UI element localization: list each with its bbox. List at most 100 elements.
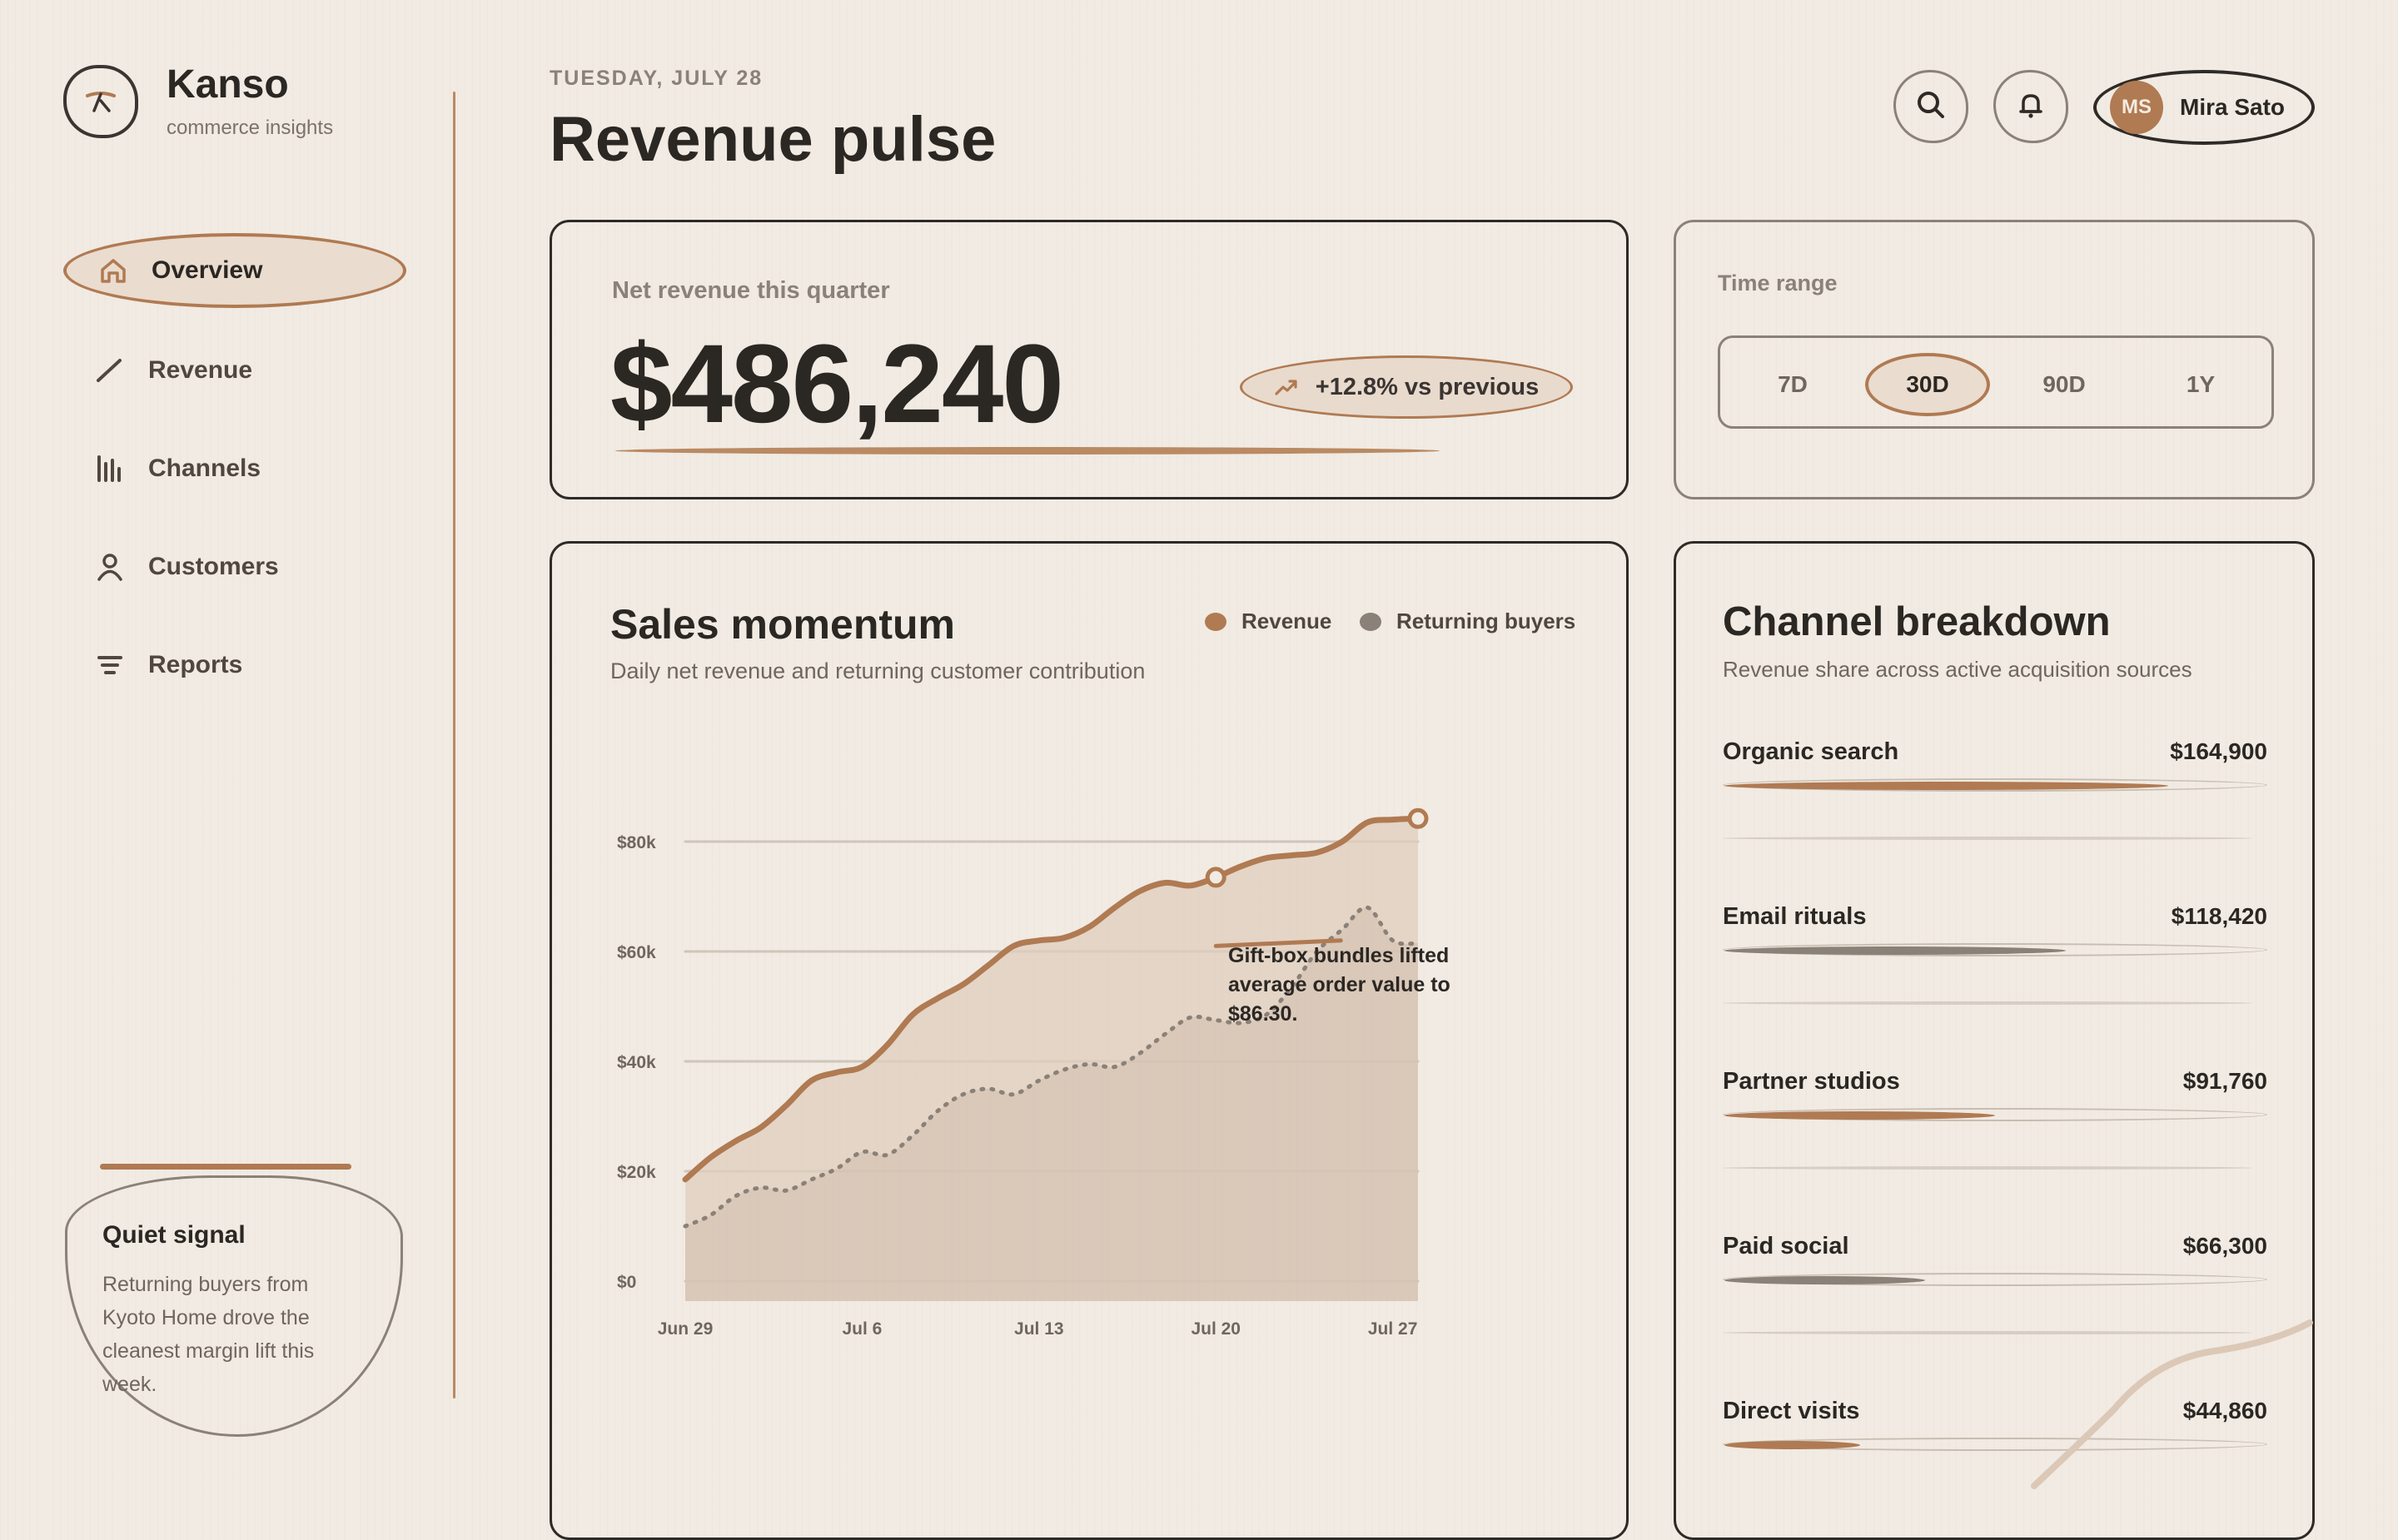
revenue-line bbox=[682, 815, 1421, 1183]
channel-bar-fill bbox=[1724, 1111, 1995, 1120]
sidebar-item-label: Customers bbox=[148, 553, 279, 580]
channel-value: $66,300 bbox=[2182, 1233, 2267, 1259]
legend-swatch-revenue bbox=[1205, 612, 1226, 631]
annotation-stroke bbox=[1213, 938, 1343, 948]
time-range-label: Time range bbox=[1718, 271, 1838, 296]
channel-breakdown-title: Channel breakdown bbox=[1723, 599, 2111, 644]
revenue-marker bbox=[1407, 807, 1429, 829]
time-range-1y[interactable]: 1Y bbox=[2186, 371, 2216, 397]
user-menu[interactable]: MS Mira Sato bbox=[2093, 70, 2315, 145]
sidebar-divider bbox=[453, 92, 455, 1398]
search-icon bbox=[1914, 88, 1948, 126]
list-icon bbox=[93, 648, 127, 682]
search-button[interactable] bbox=[1893, 70, 1968, 143]
brand-tagline: commerce insights bbox=[167, 117, 334, 139]
channel-row[interactable]: Organic search $164,900 bbox=[1723, 738, 2267, 863]
channel-row[interactable]: Paid social $66,300 bbox=[1723, 1233, 2267, 1358]
revenue-delta-badge: +12.8% vs previous bbox=[1240, 355, 1573, 419]
channel-name: Email rituals bbox=[1723, 903, 1867, 930]
channel-bar-fill bbox=[1724, 946, 2066, 955]
sidebar-item-label: Revenue bbox=[148, 356, 253, 384]
channel-bar-fill bbox=[1724, 1441, 1860, 1449]
channel-bar-fill bbox=[1724, 782, 2168, 790]
y-tick-label: $20k bbox=[617, 1163, 656, 1182]
channel-name: Direct visits bbox=[1723, 1398, 1860, 1424]
legend-item-returning: Returning buyers bbox=[1360, 609, 1575, 634]
sidebar-item-channels[interactable]: Channels bbox=[63, 431, 406, 506]
channel-name: Organic search bbox=[1723, 738, 1899, 765]
sales-chart: $0 $20k $40k $60k $80k Jun 29 Jul 6 Jul 13 Jul 2… bbox=[617, 807, 1429, 1339]
sidebar-item-label: Reports bbox=[148, 651, 243, 678]
channel-value: $164,900 bbox=[2170, 738, 2267, 764]
channel-bar-track bbox=[1723, 943, 2267, 956]
sales-momentum-card: Sales momentum Daily net revenue and ret… bbox=[550, 541, 1629, 1540]
brand-name: Kanso bbox=[167, 62, 289, 107]
legend-label: Returning buyers bbox=[1396, 609, 1576, 633]
quiet-signal-body: Returning buyers from Kyoto Home drove t… bbox=[102, 1273, 315, 1396]
sidebar-item-overview[interactable]: Overview bbox=[63, 233, 406, 308]
y-tick-label: $0 bbox=[617, 1273, 636, 1292]
chart-annotation: Gift-box bundles lifted average order va… bbox=[1228, 944, 1450, 1026]
returning-buyers-line bbox=[683, 905, 1420, 1229]
sidebar-item-label: Overview bbox=[152, 256, 263, 284]
channel-value: $91,760 bbox=[2182, 1068, 2267, 1094]
avatar: MS bbox=[2110, 81, 2163, 134]
y-tick-label: $60k bbox=[617, 943, 656, 962]
channel-row[interactable]: Partner studios $91,760 bbox=[1723, 1068, 2267, 1193]
channel-divider bbox=[1723, 1166, 2252, 1170]
notifications-button[interactable] bbox=[1993, 70, 2068, 143]
legend-label: Revenue bbox=[1241, 609, 1332, 633]
legend-item-revenue: Revenue bbox=[1205, 609, 1331, 634]
sidebar-item-label: Channels bbox=[148, 455, 261, 482]
channel-name: Paid social bbox=[1723, 1233, 1849, 1259]
net-revenue-value: $486,240 bbox=[610, 322, 1064, 446]
x-tick-label: Jul 6 bbox=[842, 1319, 882, 1339]
channel-bar-track bbox=[1723, 778, 2267, 792]
quiet-signal-card: Quiet signal Returning buyers from Kyoto… bbox=[65, 1175, 403, 1437]
channel-bar-fill bbox=[1724, 1276, 1925, 1284]
user-icon bbox=[93, 550, 127, 584]
returning-buyers-area bbox=[685, 907, 1418, 1301]
sales-momentum-subtitle: Daily net revenue and returning customer… bbox=[610, 658, 1146, 683]
x-tick-label: Jul 13 bbox=[1014, 1319, 1064, 1339]
sidebar-item-revenue[interactable]: Revenue bbox=[63, 333, 406, 408]
channel-breakdown-card: Channel breakdown Revenue share across a… bbox=[1674, 541, 2315, 1540]
time-range-7d[interactable]: 7D bbox=[1778, 371, 1808, 397]
time-range-card: Time range 7D 30D 90D 1Y bbox=[1674, 220, 2315, 499]
net-revenue-card: Net revenue this quarter $486,240 +12.8%… bbox=[550, 220, 1629, 499]
time-range-30d[interactable]: 30D bbox=[1865, 353, 1990, 416]
revenue-marker bbox=[1205, 867, 1226, 888]
brand-logo-icon bbox=[63, 65, 138, 138]
quiet-signal-title: Quiet signal bbox=[102, 1221, 246, 1249]
y-tick-label: $40k bbox=[617, 1053, 656, 1072]
x-tick-label: Jul 20 bbox=[1191, 1319, 1241, 1339]
trend-up-icon bbox=[1274, 377, 1299, 397]
revenue-delta-text: +12.8% vs previous bbox=[1315, 373, 1540, 400]
legend-swatch-returning bbox=[1360, 612, 1381, 631]
time-range-90d[interactable]: 90D bbox=[2042, 371, 2086, 397]
channel-bar-track bbox=[1723, 1108, 2267, 1121]
x-tick-label: Jun 29 bbox=[658, 1319, 714, 1339]
time-range-selector: 7D 30D 90D 1Y bbox=[1718, 335, 2274, 429]
decorative-swoosh bbox=[2031, 1319, 2313, 1489]
bell-icon bbox=[2016, 90, 2046, 124]
home-icon bbox=[97, 254, 130, 287]
channel-divider bbox=[1723, 1331, 2252, 1334]
channel-row[interactable]: Direct visits $44,860 bbox=[1723, 1398, 2267, 1523]
channel-value: $44,860 bbox=[2182, 1398, 2267, 1423]
channel-row[interactable]: Email rituals $118,420 bbox=[1723, 903, 2267, 1028]
sales-momentum-title: Sales momentum bbox=[610, 601, 956, 648]
net-revenue-underline bbox=[615, 447, 1440, 455]
channel-divider bbox=[1723, 837, 2252, 840]
channel-name: Partner studios bbox=[1723, 1068, 1900, 1095]
channel-value: $118,420 bbox=[2171, 903, 2267, 929]
bar-chart-icon bbox=[93, 452, 127, 485]
y-tick-label: $80k bbox=[617, 833, 656, 852]
channel-divider bbox=[1723, 1001, 2252, 1005]
sidebar-item-reports[interactable]: Reports bbox=[63, 628, 406, 703]
channel-breakdown-subtitle: Revenue share across active acquisition … bbox=[1723, 657, 2192, 682]
sidebar-item-customers[interactable]: Customers bbox=[63, 529, 406, 604]
x-tick-label: Jul 27 bbox=[1368, 1319, 1418, 1339]
page-title: Revenue pulse bbox=[550, 104, 997, 175]
channel-bar-track bbox=[1723, 1438, 2267, 1451]
